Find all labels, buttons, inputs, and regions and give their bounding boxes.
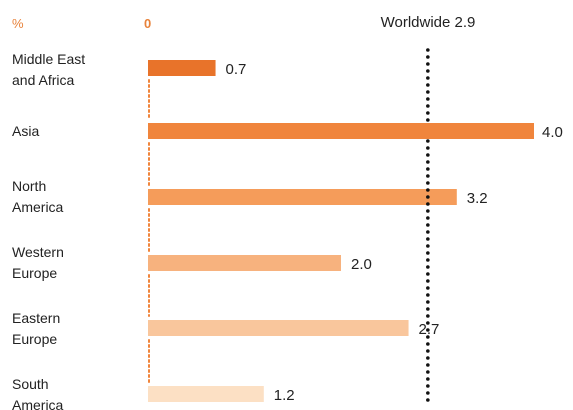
reference-dot <box>426 216 430 220</box>
category-label: Middle East and Africa <box>12 51 85 88</box>
reference-dot <box>426 160 430 164</box>
category-label: Eastern Europe <box>12 310 60 347</box>
category-label: Western Europe <box>12 244 64 281</box>
category-label: Asia <box>12 123 39 139</box>
worldwide-reference-label: Worldwide 2.9 <box>381 14 476 31</box>
reference-dot <box>426 272 430 276</box>
reference-dot <box>426 349 430 353</box>
reference-dot <box>426 146 430 150</box>
reference-dot <box>426 139 430 143</box>
reference-dot <box>426 97 430 101</box>
category-label-line: America <box>12 397 64 410</box>
reference-dot <box>426 90 430 94</box>
reference-dot <box>426 307 430 311</box>
reference-dot <box>426 384 430 388</box>
bar <box>148 320 409 336</box>
reference-dot <box>426 314 430 318</box>
category-label: South America <box>12 376 64 410</box>
category-label-line: Western <box>12 244 64 260</box>
value-label: 2.7 <box>419 321 440 338</box>
bar <box>148 123 534 139</box>
reference-dot <box>426 209 430 213</box>
bar <box>148 189 457 205</box>
bar <box>148 255 341 271</box>
reference-dot <box>426 293 430 297</box>
reference-dot <box>426 202 430 206</box>
reference-dot <box>426 174 430 178</box>
reference-dot <box>426 244 430 248</box>
reference-dot <box>426 76 430 80</box>
reference-dot <box>426 181 430 185</box>
reference-dot <box>426 286 430 290</box>
category-label-line: Eastern <box>12 310 60 326</box>
category-label-line: Asia <box>12 123 39 139</box>
reference-dot <box>426 258 430 262</box>
reference-dot <box>426 118 430 122</box>
category-label-line: Middle East <box>12 51 85 67</box>
reference-dot <box>426 55 430 59</box>
reference-dot <box>426 356 430 360</box>
category-label-line: South <box>12 376 49 392</box>
reference-dot <box>426 111 430 115</box>
zero-tick-label: 0 <box>144 16 151 31</box>
reference-dot <box>426 391 430 395</box>
reference-dot <box>426 251 430 255</box>
reference-dot <box>426 321 430 325</box>
reference-dot <box>426 83 430 87</box>
value-label: 0.7 <box>226 61 247 78</box>
reference-dot <box>426 328 430 332</box>
value-label: 3.2 <box>467 190 488 207</box>
reference-dot <box>426 279 430 283</box>
reference-dot <box>426 153 430 157</box>
category-label-line: Europe <box>12 331 57 347</box>
reference-dot <box>426 335 430 339</box>
category-label-line: Europe <box>12 265 57 281</box>
reference-dot <box>426 223 430 227</box>
category-label: North America <box>12 178 64 215</box>
reference-dot <box>426 62 430 66</box>
reference-dot <box>426 237 430 241</box>
reference-dot <box>426 104 430 108</box>
reference-dot <box>426 398 430 402</box>
value-label: 1.2 <box>274 387 295 404</box>
reference-dot <box>426 377 430 381</box>
category-label-line: North <box>12 178 46 194</box>
bar <box>148 386 264 402</box>
bar <box>148 60 216 76</box>
reference-dot <box>426 342 430 346</box>
reference-dot <box>426 188 430 192</box>
reference-dot <box>426 69 430 73</box>
reference-dot <box>426 363 430 367</box>
category-label-line: and Africa <box>12 72 74 88</box>
reference-dot <box>426 300 430 304</box>
value-label: 2.0 <box>351 256 372 273</box>
reference-dot <box>426 195 430 199</box>
reference-dot <box>426 265 430 269</box>
reference-dot <box>426 370 430 374</box>
value-label: 4.0 <box>542 124 563 141</box>
unit-label: % <box>12 16 24 31</box>
reference-dot <box>426 230 430 234</box>
reference-dot <box>426 48 430 52</box>
category-label-line: America <box>12 199 64 215</box>
reference-dot <box>426 167 430 171</box>
